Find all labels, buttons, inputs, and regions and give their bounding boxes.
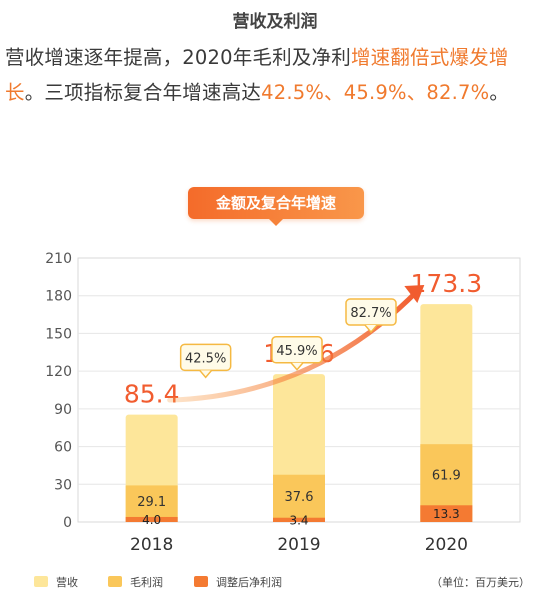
chart-subtitle-pill: 金额及复合年增速 bbox=[188, 187, 364, 226]
page-title: 营收及利润 bbox=[232, 12, 318, 32]
bar-net-profit bbox=[420, 505, 473, 522]
summary-highlight-1: 增速翻倍式爆发增长 bbox=[5, 46, 509, 104]
y-tick-label: 150 bbox=[45, 326, 72, 342]
cagr-callout-pointer bbox=[199, 369, 213, 379]
data-label-gross-profit: 29.1 bbox=[137, 495, 166, 510]
data-label-revenue: 173.3 bbox=[411, 269, 483, 298]
data-label-gross-profit: 37.6 bbox=[285, 490, 314, 505]
summary-text: 营收增速逐年提高，2020年毛利及净利增速翻倍式爆发增长。三项指标复合年增速高达… bbox=[5, 40, 545, 110]
bar-net-profit bbox=[125, 516, 178, 522]
y-tick-label: 30 bbox=[54, 477, 72, 493]
legend-item-revenue: 营收 bbox=[34, 574, 78, 590]
y-tick-label: 180 bbox=[45, 289, 72, 305]
y-tick-label: 120 bbox=[45, 364, 72, 380]
cagr-label: 45.9% bbox=[276, 344, 317, 359]
x-tick-label: 2020 bbox=[425, 535, 468, 555]
data-label-revenue: 85.4 bbox=[124, 380, 180, 409]
cagr-label: 82.7% bbox=[350, 306, 391, 321]
summary-part-5: 。 bbox=[489, 81, 510, 104]
legend-label-revenue: 营收 bbox=[56, 576, 78, 589]
cagr-label: 42.5% bbox=[185, 351, 226, 366]
summary-part-3: 。三项指标复合年增速高达 bbox=[24, 81, 262, 104]
legend-label-gross: 毛利润 bbox=[130, 576, 163, 589]
data-label-net-profit: 3.4 bbox=[289, 513, 308, 527]
data-label-gross-profit: 61.9 bbox=[432, 469, 461, 484]
legend-swatch-gross bbox=[108, 576, 122, 587]
y-axis-labels: 0 30 60 90 120 150 180 210 bbox=[45, 251, 72, 531]
legend-swatch-net bbox=[194, 576, 208, 587]
legend: 营收 毛利润 调整后净利润 （单位：百万美元） bbox=[0, 572, 550, 594]
y-tick-label: 90 bbox=[54, 402, 72, 418]
x-tick-label: 2019 bbox=[277, 535, 320, 555]
unit-label: （单位：百万美元） bbox=[431, 576, 530, 589]
legend-item-gross: 毛利润 bbox=[108, 574, 163, 590]
y-tick-label: 210 bbox=[45, 251, 72, 267]
bar-gross-profit bbox=[125, 485, 178, 522]
growth-arrow: 42.5% 45.9% 82.7% bbox=[167, 284, 425, 403]
summary-highlight-2: 42.5%、45.9%、82.7% bbox=[261, 81, 490, 104]
cagr-callout-pointer bbox=[364, 324, 378, 334]
legend-swatch-revenue bbox=[34, 576, 48, 587]
cagr-callout-pointer bbox=[290, 362, 304, 371]
bar-gross-profit bbox=[273, 474, 325, 522]
y-tick-label: 0 bbox=[63, 515, 72, 531]
data-label-net-profit: 4.0 bbox=[142, 513, 161, 527]
legend-label-net: 调整后净利润 bbox=[216, 576, 282, 589]
bar-net-profit bbox=[273, 517, 325, 522]
growth-arrowhead bbox=[404, 284, 425, 303]
x-tick-label: 2018 bbox=[130, 535, 173, 555]
data-label-net-profit: 13.3 bbox=[433, 507, 460, 521]
y-tick-label: 60 bbox=[54, 440, 72, 456]
x-axis-labels: 2018 2019 2020 bbox=[130, 535, 468, 555]
summary-part-1: 营收增速逐年提高，2020年毛利及净利 bbox=[5, 46, 351, 69]
legend-item-net: 调整后净利润 bbox=[194, 574, 282, 590]
